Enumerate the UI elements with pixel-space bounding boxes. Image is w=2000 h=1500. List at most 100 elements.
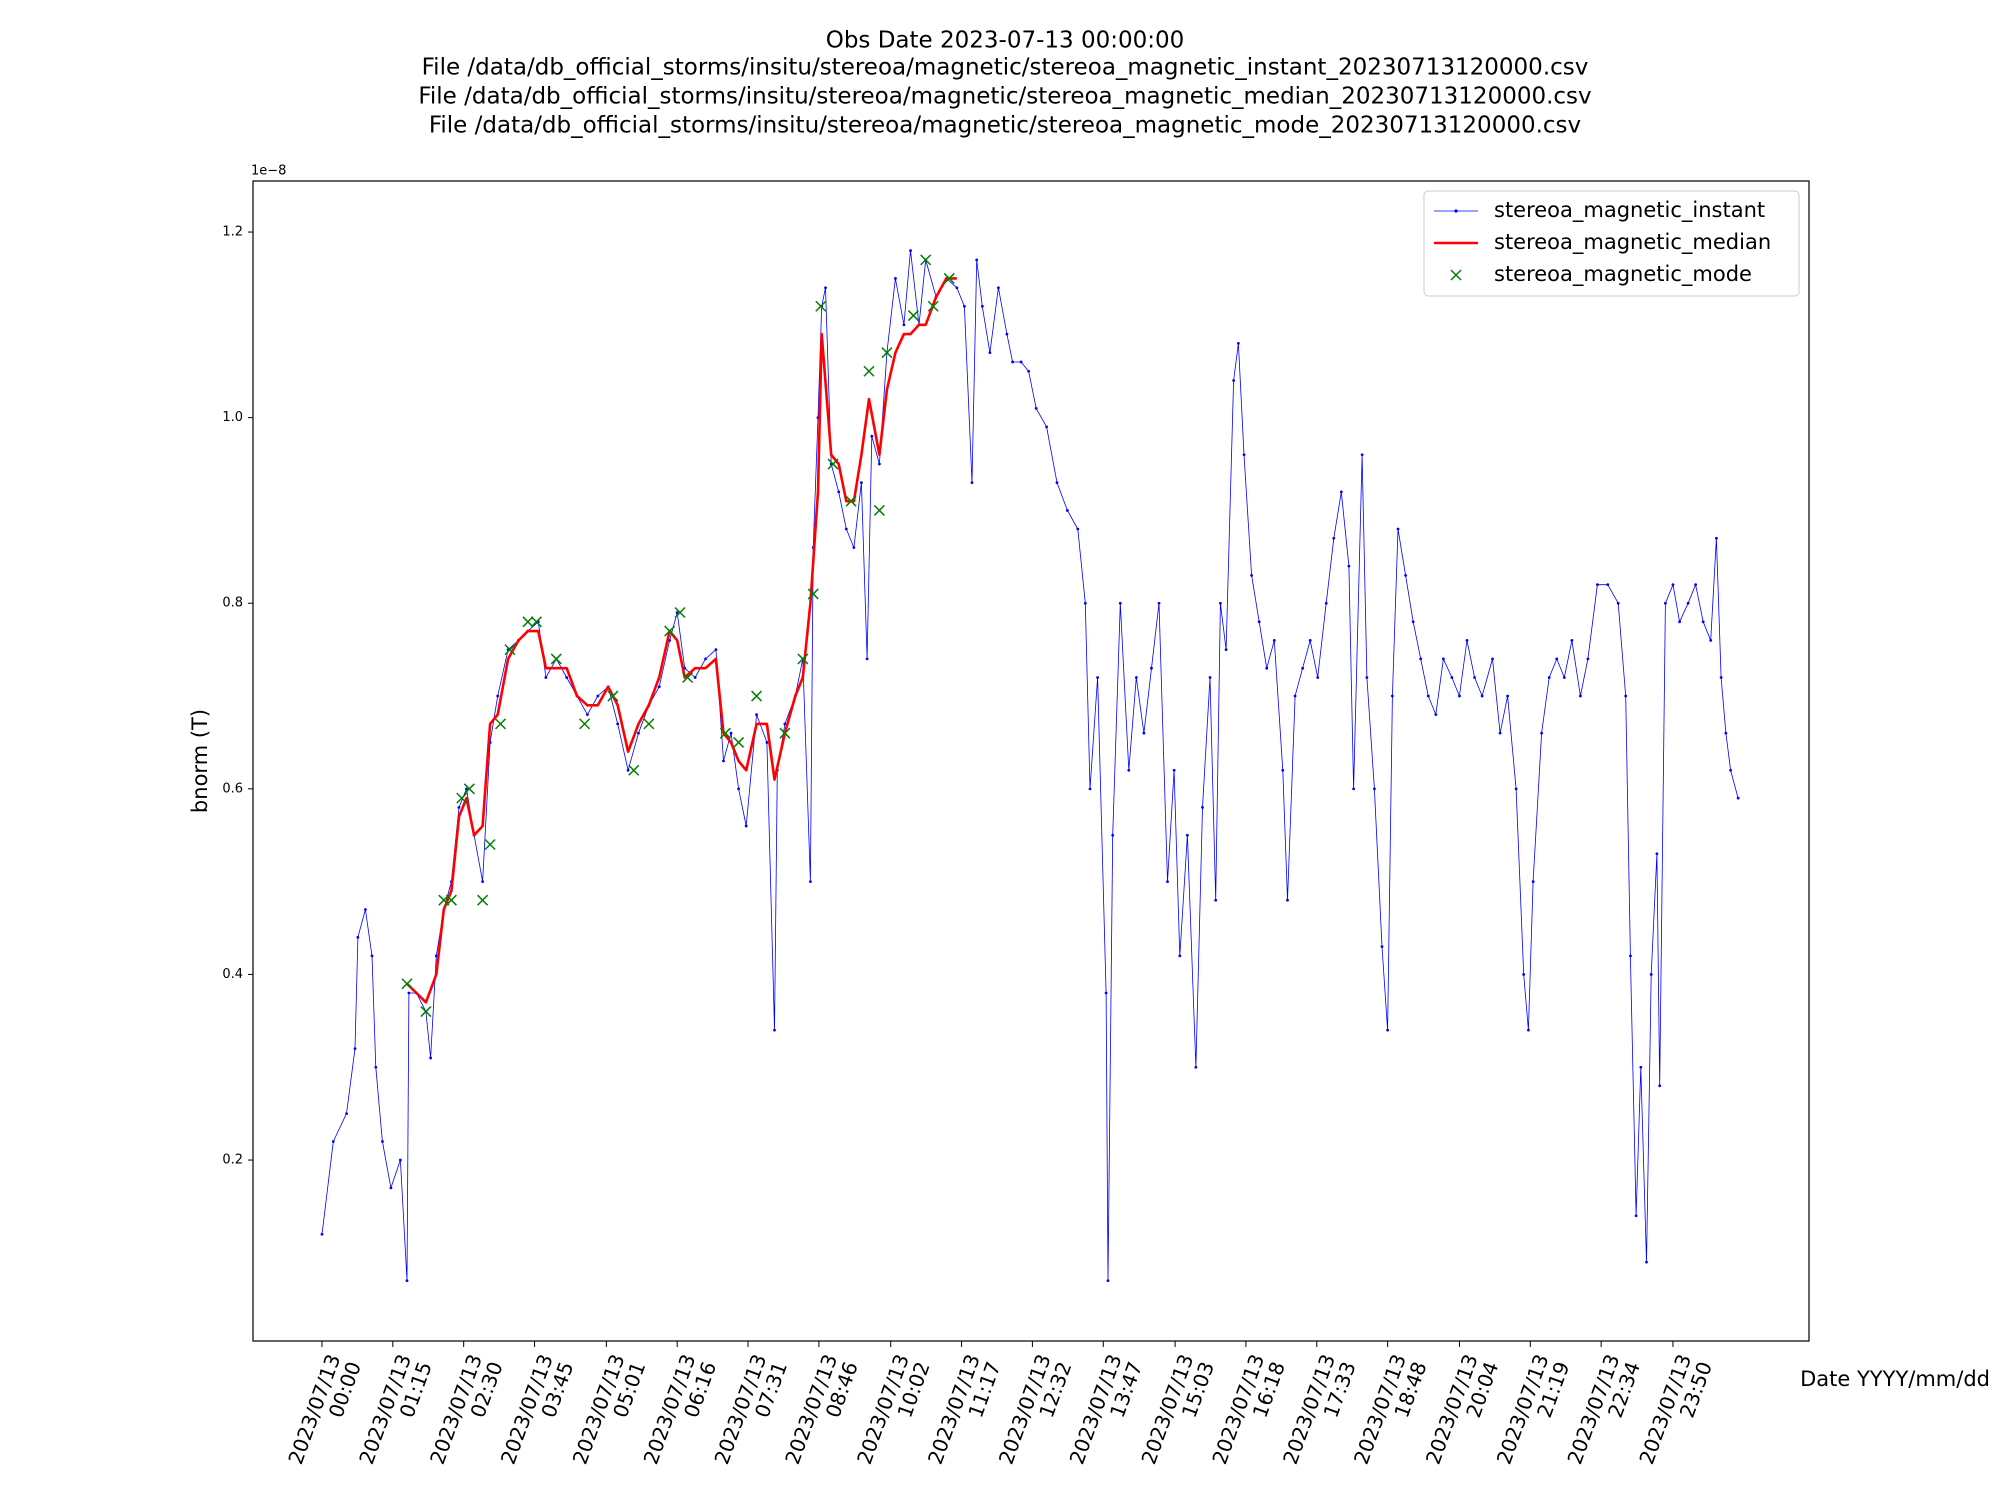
y-tick-label: 0.4 (222, 967, 243, 982)
point (1629, 954, 1632, 958)
point (1134, 676, 1138, 679)
point (1473, 676, 1476, 679)
point (1514, 787, 1518, 791)
x-marker (463, 783, 475, 795)
chart-title: File /data/db_official_storms/insitu/ste… (429, 113, 1581, 139)
point (1142, 731, 1146, 735)
point (988, 351, 992, 355)
point (496, 694, 500, 698)
point (1715, 536, 1718, 540)
point (1663, 601, 1667, 605)
point (1118, 601, 1122, 605)
x-marker (873, 504, 885, 516)
x-marker (607, 690, 619, 702)
x-marker (719, 727, 731, 739)
point (1150, 666, 1153, 670)
point (1172, 768, 1176, 772)
point (1236, 342, 1240, 345)
point (693, 676, 697, 679)
point (1214, 898, 1218, 902)
point (1562, 676, 1566, 679)
y-tick-label: 1.2 (222, 225, 243, 240)
point (1106, 1279, 1110, 1283)
x-marker (863, 365, 875, 377)
point (1555, 657, 1559, 661)
point (1065, 509, 1069, 512)
point (1360, 453, 1364, 457)
point (1419, 657, 1423, 661)
point (1301, 666, 1305, 670)
legend-swatch (1454, 209, 1458, 213)
x-marker (477, 894, 489, 906)
point (1522, 973, 1526, 976)
point (1578, 694, 1582, 698)
point (1694, 583, 1698, 587)
x-marker (445, 894, 457, 906)
point (902, 323, 906, 327)
point (1224, 648, 1228, 652)
point (1678, 620, 1681, 624)
point (1426, 694, 1430, 698)
point (1293, 694, 1297, 698)
point (824, 286, 827, 290)
point (1404, 574, 1407, 577)
point (1034, 406, 1038, 410)
point (1242, 453, 1246, 457)
point (1373, 787, 1376, 791)
point (320, 1232, 324, 1236)
point (675, 611, 679, 614)
point (1352, 787, 1356, 791)
point (877, 462, 881, 466)
point (1104, 991, 1108, 995)
point (970, 481, 974, 484)
point (1339, 490, 1343, 494)
point (1045, 425, 1048, 429)
x-marker (504, 644, 516, 656)
point (1308, 638, 1312, 642)
point (1096, 676, 1100, 679)
x-marker (920, 254, 932, 266)
point (565, 676, 569, 679)
x-marker (797, 653, 809, 665)
x-marker (484, 838, 496, 851)
point (1127, 768, 1131, 772)
y-tick-label: 1.0 (222, 410, 243, 425)
point (1729, 768, 1732, 772)
y-tick-label: 0.2 (222, 1153, 243, 1168)
plot-area (320, 249, 1740, 1283)
x-marker (530, 616, 542, 628)
point (407, 991, 411, 995)
point (1498, 731, 1502, 735)
point (1458, 694, 1461, 698)
point (405, 1279, 409, 1283)
point (616, 722, 620, 726)
x-marker (815, 300, 827, 312)
y-offset-label: 1e−8 (251, 164, 286, 179)
point (356, 935, 360, 939)
point (596, 694, 600, 698)
point (1286, 898, 1289, 902)
point (1441, 657, 1445, 661)
point (1111, 833, 1115, 837)
point (1365, 676, 1369, 679)
point (637, 731, 640, 735)
point (374, 1065, 378, 1069)
x-marker (733, 736, 745, 748)
point (729, 731, 733, 735)
legend-label: stereoa_magnetic_instant (1494, 198, 1765, 223)
point (586, 713, 589, 716)
point (1606, 583, 1610, 587)
x-marker (907, 310, 919, 322)
point (1434, 713, 1438, 716)
x-marker (682, 671, 694, 684)
point (1719, 676, 1723, 679)
x-marker (779, 727, 791, 739)
x-marker (827, 458, 839, 470)
point (1450, 676, 1454, 679)
point (657, 685, 661, 689)
x-marker (643, 718, 655, 730)
point (1232, 379, 1236, 382)
series-line (406, 277, 957, 1004)
x-marker (550, 653, 562, 665)
